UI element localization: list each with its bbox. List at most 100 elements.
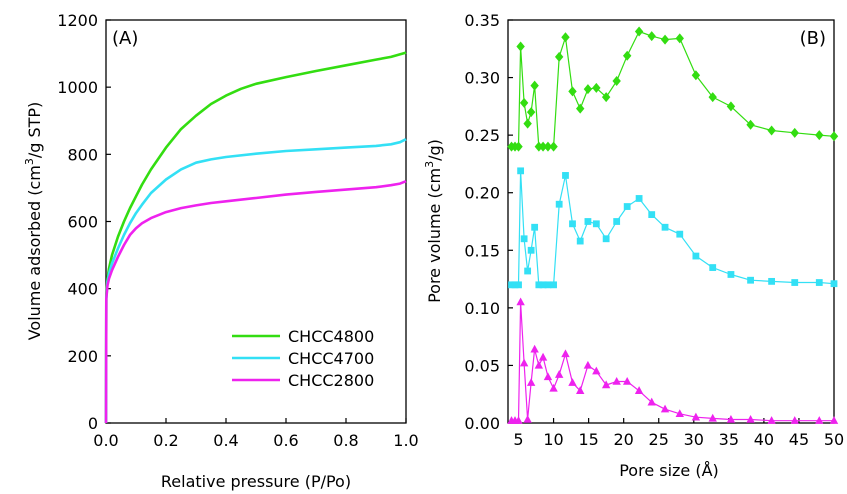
panel-b-point-chcc2800 — [534, 360, 544, 369]
panel-a-legend: CHCC4800 CHCC4700 CHCC2800 — [232, 327, 374, 390]
panel-b-point-chcc2800 — [516, 297, 525, 306]
panel-b-point-chcc4700 — [635, 195, 643, 202]
panel-b-point-chcc4700 — [517, 167, 525, 175]
panel-b-point-chcc4700 — [648, 211, 656, 218]
panel-b-y-tick-label: 0.00 — [464, 414, 500, 433]
panel-b-point-chcc4800 — [708, 92, 717, 103]
panel-a-series — [104, 51, 407, 424]
panel-b-point-chcc4800 — [601, 92, 611, 103]
panel-b-point-chcc4800 — [660, 34, 670, 45]
panel-a-series-line-chcc4700 — [104, 138, 407, 424]
panel-b-x-tick-label: 10 — [543, 430, 563, 449]
panel-b-point-chcc2800 — [612, 376, 621, 385]
panel-b-point-chcc4700 — [768, 277, 776, 285]
panel-b-point-chcc4800 — [516, 41, 525, 52]
panel-b-point-chcc4800 — [767, 125, 776, 136]
panel-b-point-chcc4800 — [675, 33, 684, 44]
panel-b-point-chcc4800 — [790, 127, 799, 138]
panel-b-point-chcc2800 — [576, 386, 585, 394]
panel-b-x-tick-label: 20 — [613, 430, 633, 449]
panel-b-point-chcc4700 — [747, 276, 754, 284]
panel-b-point-chcc4700 — [584, 218, 592, 225]
panel-b-point-chcc4700 — [602, 235, 610, 243]
panel-b-point-chcc4700 — [727, 271, 735, 278]
panel-a-x-tick-label: 0.6 — [273, 431, 298, 450]
panel-b-label: (B) — [800, 28, 826, 49]
panel-a-x-tick-label: 0.4 — [213, 431, 238, 450]
panel-b-point-chcc4700 — [613, 218, 621, 225]
panel-b-point-chcc4700 — [550, 281, 557, 289]
panel-b-x-tick-label: 30 — [684, 430, 704, 449]
panel-b-point-chcc2800 — [583, 360, 593, 369]
panel-a-x-tick-label: 0.8 — [333, 431, 358, 450]
panel-b-point-chcc4700 — [555, 200, 563, 208]
panel-b-point-chcc2800 — [767, 416, 776, 424]
panel-a-ticks: 0.0 0.2 0.4 0.6 0.8 1.0 0 200 400 600 800 1000 1200 — [57, 11, 418, 450]
panel-b-point-chcc4700 — [544, 281, 552, 289]
panel-b-point-chcc2800 — [746, 414, 755, 423]
panel-b-point-chcc4700 — [524, 267, 532, 275]
panel-b-point-chcc2800 — [530, 344, 539, 353]
panel-b-point-chcc4800 — [554, 51, 564, 62]
panel-b-point-chcc4700 — [539, 281, 547, 289]
panel-a-y-axis-label: Volume adsorbed (cm3/g STP) — [23, 102, 44, 341]
panel-b-point-chcc4800 — [523, 118, 532, 129]
panel-b-plot-frame — [507, 19, 835, 424]
panel-b-point-chcc2800 — [554, 370, 564, 378]
panel-b-point-chcc4800 — [691, 70, 701, 81]
panel-b-point-chcc2800 — [675, 409, 684, 417]
panel-b-point-chcc4700 — [709, 264, 717, 271]
legend-label-chcc4800: CHCC4800 — [288, 327, 374, 346]
panel-b-point-chcc2800 — [526, 378, 536, 386]
panel-b-x-tick-label: 15 — [578, 430, 598, 449]
panel-b-point-chcc4800 — [543, 141, 553, 152]
panel-b-point-chcc2800 — [538, 352, 548, 361]
panel-a-y-label-part1: Volume adsorbed (cm — [25, 165, 44, 340]
panel-b-point-chcc2800 — [691, 412, 701, 421]
panel-b-y-label-part2: /g) — [425, 139, 444, 161]
panel-b-point-chcc4800 — [592, 82, 601, 93]
panel-b-point-chcc2800 — [514, 416, 523, 424]
panel-a-y-tick-label: 200 — [67, 347, 98, 366]
panel-a-series-line-chcc4800 — [104, 51, 407, 424]
panel-b-point-chcc4700 — [569, 220, 576, 228]
panel-b-point-chcc4800 — [538, 141, 548, 152]
panel-a-y-tick-label: 600 — [67, 213, 98, 232]
panel-b-point-chcc2800 — [829, 416, 839, 424]
panel-b-point-chcc2800 — [634, 386, 644, 394]
panel-b-point-chcc2800 — [519, 358, 529, 367]
panel-a-x-tick-label: 0.2 — [153, 431, 178, 450]
panel-b-point-chcc2800 — [726, 414, 736, 423]
panel-b-ticks: 5 10 15 20 25 30 35 40 45 50 0.00 0.05 0.10 0.15 0.20 0… — [464, 11, 844, 449]
panel-b-x-tick-label: 25 — [649, 430, 669, 449]
panel-a-x-tick-label: 0.0 — [93, 431, 118, 450]
panel-a-x-tick-label: 1.0 — [393, 431, 418, 450]
panel-b-point-chcc2800 — [568, 378, 577, 386]
panel-a-y-tick-label: 1000 — [57, 78, 98, 97]
panel-b-point-chcc2800 — [790, 416, 799, 424]
panel-b-point-chcc4800 — [583, 84, 593, 95]
panel-b-point-chcc4700 — [592, 220, 600, 228]
panel-b-x-tick-label: 5 — [513, 430, 523, 449]
panel-b-point-chcc2800 — [622, 376, 632, 385]
panel-a-y-label-part2: /g STP) — [25, 102, 44, 158]
panel-a-x-axis-label: Relative pressure (P/Po) — [161, 472, 351, 491]
panel-b-point-chcc4800 — [815, 130, 824, 141]
panel-b-point-chcc2800 — [561, 349, 570, 358]
panel-b-point-chcc4800 — [647, 31, 656, 42]
panel-b-point-chcc2800 — [647, 397, 656, 406]
panel-b-point-chcc4800 — [561, 32, 570, 43]
panel-b-point-chcc4700 — [527, 246, 535, 254]
panel-b-y-tick-label: 0.25 — [464, 126, 500, 145]
panel-b-x-tick-label: 40 — [754, 430, 774, 449]
panel-b-series-line-chcc4800 — [511, 30, 835, 148]
panel-b-point-chcc4700 — [562, 172, 569, 179]
panel-b-series — [507, 26, 839, 424]
panel-b-point-chcc4700 — [692, 252, 700, 260]
panel-b-point-chcc4800 — [514, 141, 523, 152]
panel-b-y-tick-label: 0.05 — [464, 356, 500, 375]
panel-b-x-tick-label: 45 — [789, 430, 809, 449]
panel-b-point-chcc4700 — [791, 279, 799, 286]
panel-a-y-tick-label: 1200 — [57, 11, 98, 30]
